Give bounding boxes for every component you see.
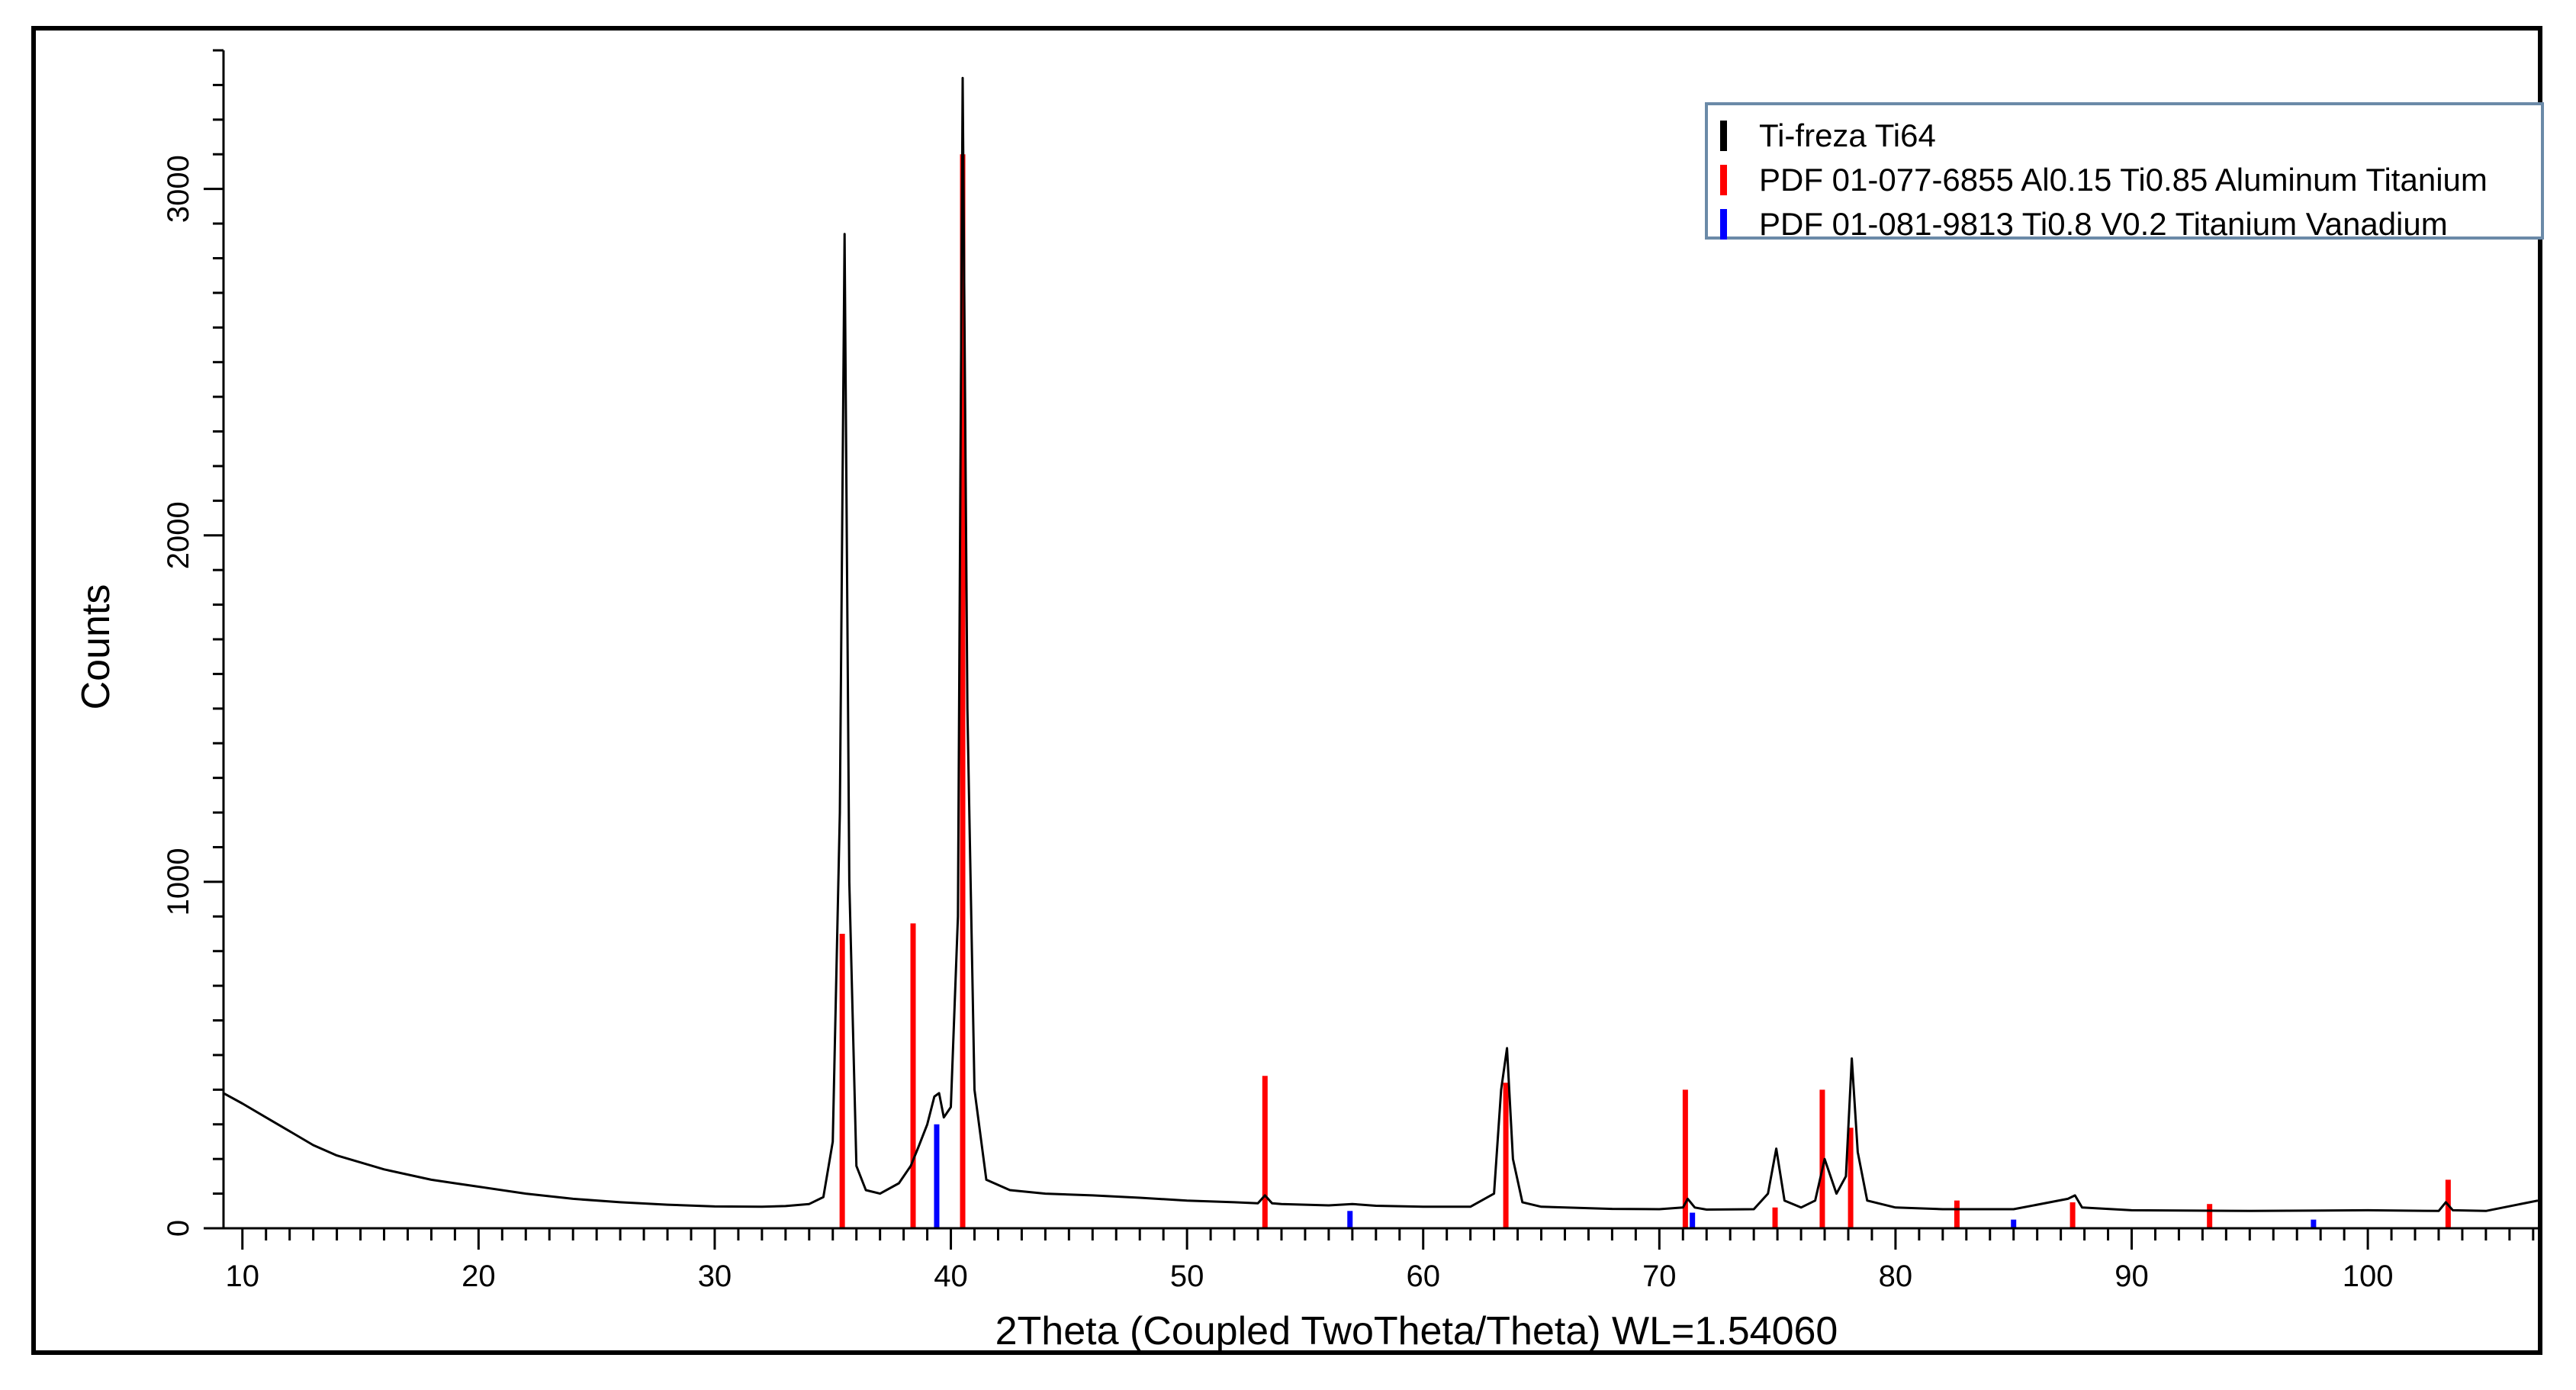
legend-label: PDF 01-081-9813 Ti0.8 V0.2 Titanium Vana… [1759,206,2448,242]
x-tick-label: 10 [226,1260,260,1293]
x-tick-label: 100 [2343,1260,2394,1293]
legend-item: PDF 01-077-6855 Al0.15 Ti0.85 Aluminum T… [1720,159,2488,201]
y-tick-label: 2000 [162,501,195,569]
y-axis-title: Counts [74,584,118,710]
pattern-line-layer [223,76,2538,1212]
legend-swatch [1720,165,1727,195]
pattern-line [223,76,2538,1212]
chart-canvas: 0 1000 2000 3000 10 20 30 40 50 60 70 80 90 100 Count… [74,49,2538,1350]
x-tick-label: 50 [1170,1260,1204,1293]
x-axis-title: 2Theta (Coupled TwoTheta/Theta) WL=1.540… [995,1309,1838,1350]
x-tick-label: 80 [1879,1260,1913,1293]
y-tick-label: 0 [162,1220,195,1237]
legend-item: Ti-freza Ti64 [1720,114,1936,157]
x-tick-label: 30 [698,1260,732,1293]
axes: 0 1000 2000 3000 10 20 30 40 50 60 70 80 90 100 [162,49,2538,1293]
x-tick-label: 60 [1406,1260,1440,1293]
legend-swatch [1720,209,1727,240]
x-tick-label: 70 [1642,1260,1677,1293]
y-tick-label: 1000 [162,848,195,915]
x-tick-label: 90 [2115,1260,2149,1293]
legend-label: PDF 01-077-6855 Al0.15 Ti0.85 Aluminum T… [1759,162,2488,198]
legend: Ti-freza Ti64 PDF 01-077-6855 Al0.15 Ti0… [1705,102,2544,242]
y-tick-label: 3000 [162,155,195,223]
x-tick-label: 20 [461,1260,496,1293]
x-tick-label: 40 [934,1260,968,1293]
legend-label: Ti-freza Ti64 [1759,117,1936,153]
legend-item: PDF 01-081-9813 Ti0.8 V0.2 Titanium Vana… [1720,203,2448,246]
chart-frame: 0 1000 2000 3000 10 20 30 40 50 60 70 80 90 100 Count… [31,26,2544,1355]
reference-sticks-layer [839,154,2451,1228]
legend-swatch [1720,121,1727,151]
